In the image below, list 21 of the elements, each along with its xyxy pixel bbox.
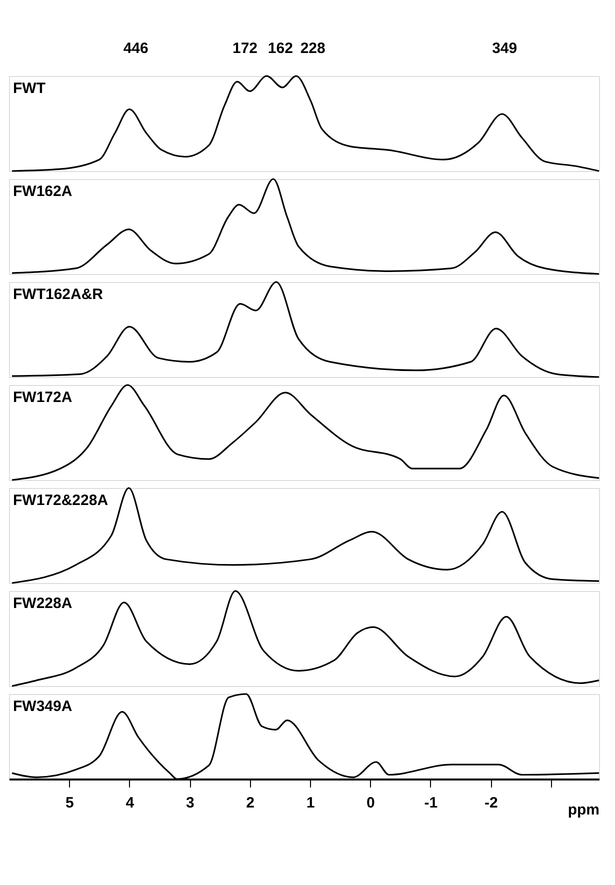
x-tick-label: -2 — [484, 794, 498, 812]
text: FW349A — [13, 698, 72, 715]
text: FW162A — [13, 183, 72, 200]
x-tick-label: 2 — [246, 794, 254, 812]
text: 228 — [300, 40, 326, 57]
text: FW228A — [13, 595, 72, 612]
x-tick-label: 5 — [66, 794, 74, 812]
x-tick-label: -1 — [424, 794, 438, 812]
text: 446 — [123, 40, 148, 57]
text: FWT162A&R — [13, 286, 104, 303]
x-tick-label: 1 — [306, 794, 315, 812]
x-axis-title: ppm — [568, 802, 600, 818]
text: 162 — [268, 40, 293, 57]
text: FWT — [13, 80, 46, 97]
x-tick-label: 0 — [366, 794, 375, 812]
text: 349 — [492, 40, 518, 57]
x-tick-label: 4 — [126, 794, 135, 812]
text: FW172A — [13, 389, 72, 406]
series-label: FW172&228A — [13, 492, 108, 509]
x-tick-label: 3 — [186, 794, 194, 812]
text: 172 — [232, 40, 258, 57]
